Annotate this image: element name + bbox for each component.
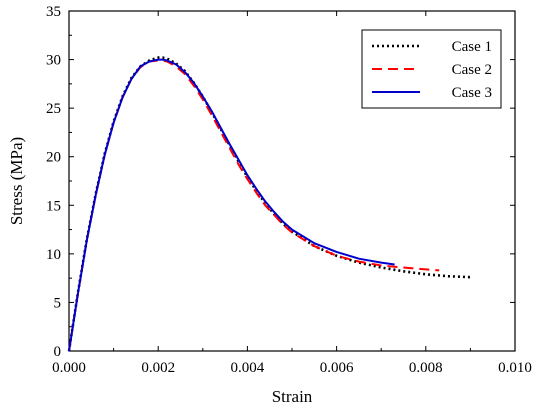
y-axis-label: Stress (MPa) bbox=[7, 137, 26, 225]
y-tick-label: 30 bbox=[46, 53, 61, 69]
x-tick-label: 0.010 bbox=[498, 360, 532, 376]
axis-tick-labels: 0.000 0.002 0.004 0.006 0.008 0.010 0 5 10 15 20 25… bbox=[46, 4, 532, 376]
legend-box bbox=[361, 29, 502, 109]
axis-ticks bbox=[68, 10, 516, 352]
x-tick-label: 0.008 bbox=[409, 360, 443, 376]
x-tick-label: 0.006 bbox=[320, 360, 354, 376]
y-tick-label: 5 bbox=[54, 295, 62, 311]
legend: Case 1 Case 2 Case 3 bbox=[361, 29, 502, 109]
y-tick-label: 0 bbox=[54, 344, 62, 360]
x-tick-label: 0.004 bbox=[231, 360, 265, 376]
x-tick-label: 0.002 bbox=[141, 360, 175, 376]
legend-label-case-3: Case 3 bbox=[452, 85, 492, 101]
series-layer bbox=[67, 56, 471, 352]
y-tick-label: 20 bbox=[46, 150, 61, 166]
y-tick-label: 25 bbox=[46, 101, 61, 117]
x-tick-label: 0.000 bbox=[52, 360, 86, 376]
legend-label-case-1: Case 1 bbox=[452, 39, 492, 55]
x-axis-label: Strain bbox=[272, 387, 313, 406]
legend-label-case-2: Case 2 bbox=[452, 62, 492, 78]
y-tick-label: 35 bbox=[46, 4, 61, 20]
y-tick-label: 15 bbox=[46, 198, 61, 214]
y-tick-label: 10 bbox=[46, 247, 61, 263]
series-line-case-3 bbox=[68, 58, 395, 352]
